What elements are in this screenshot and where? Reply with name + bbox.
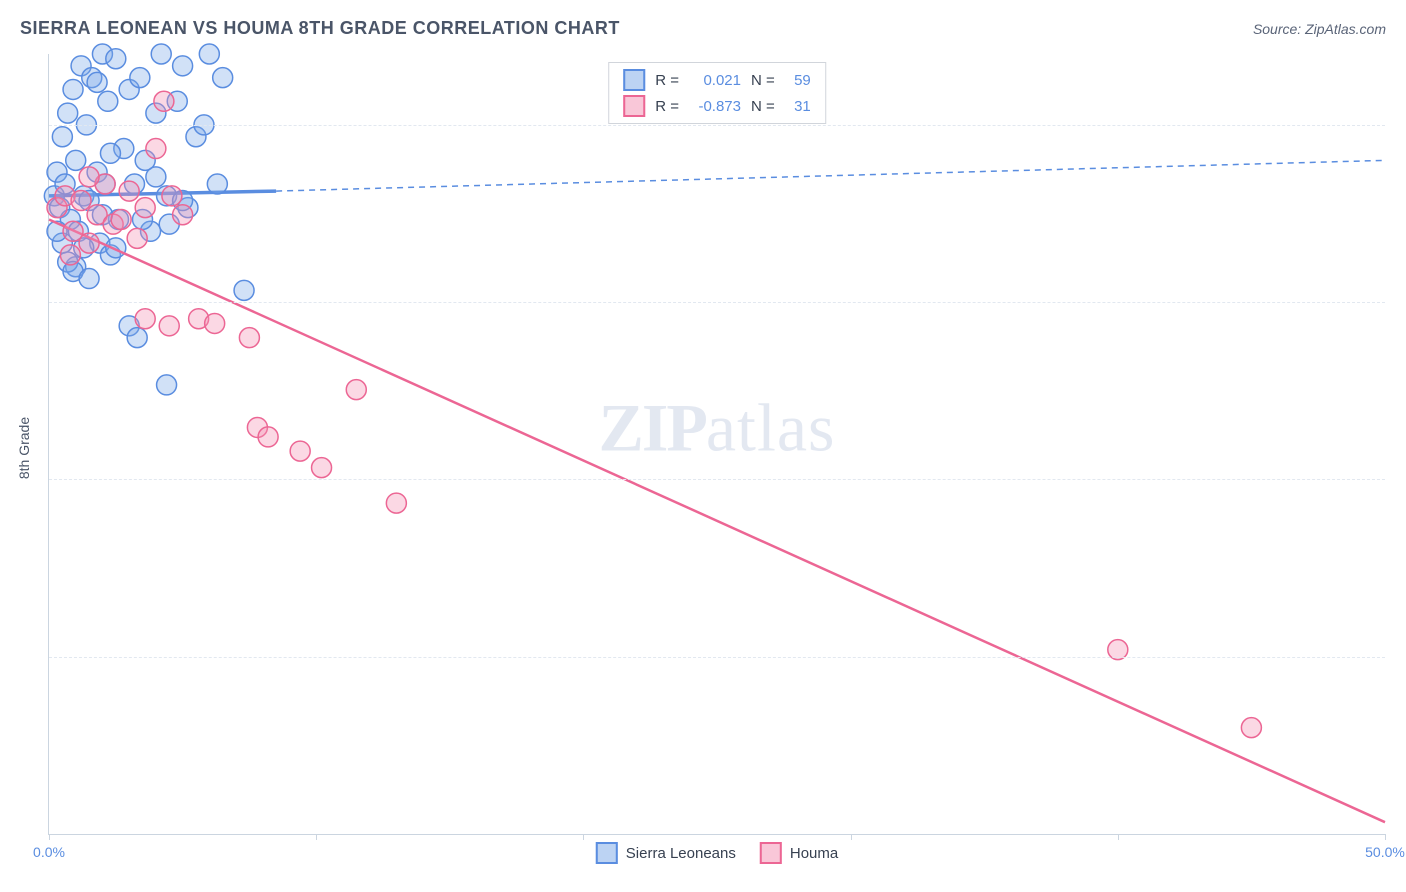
data-point xyxy=(162,186,182,206)
x-tick-label: 0.0% xyxy=(33,844,65,860)
chart-header: SIERRA LEONEAN VS HOUMA 8TH GRADE CORREL… xyxy=(20,18,1386,39)
data-point xyxy=(98,91,118,111)
data-point xyxy=(239,328,259,348)
data-point xyxy=(71,191,91,211)
data-point xyxy=(146,139,166,159)
data-point xyxy=(63,79,83,99)
y-gridline xyxy=(49,125,1385,126)
data-point xyxy=(173,56,193,76)
y-gridline xyxy=(49,479,1385,480)
data-point xyxy=(290,441,310,461)
x-tick xyxy=(49,834,50,840)
data-point xyxy=(386,493,406,513)
chart-title: SIERRA LEONEAN VS HOUMA 8TH GRADE CORREL… xyxy=(20,18,620,39)
trend-line-dashed xyxy=(276,160,1385,191)
data-point xyxy=(205,313,225,333)
data-point xyxy=(154,91,174,111)
data-point xyxy=(79,269,99,289)
data-point xyxy=(127,228,147,248)
data-point xyxy=(135,198,155,218)
data-point xyxy=(66,150,86,170)
x-tick xyxy=(851,834,852,840)
data-point xyxy=(146,167,166,187)
data-point xyxy=(130,68,150,88)
data-point xyxy=(159,316,179,336)
x-tick xyxy=(1118,834,1119,840)
data-point xyxy=(52,127,72,147)
legend-row-series-1: R = 0.021 N = 59 xyxy=(623,69,811,91)
legend-swatch-pink xyxy=(760,842,782,864)
legend-swatch-blue xyxy=(623,69,645,91)
x-tick-label: 50.0% xyxy=(1365,844,1405,860)
y-tick-label: 85.0% xyxy=(1395,471,1406,487)
data-point xyxy=(151,44,171,64)
data-point xyxy=(135,309,155,329)
data-point xyxy=(213,68,233,88)
data-point xyxy=(157,375,177,395)
data-point xyxy=(258,427,278,447)
data-point xyxy=(199,44,219,64)
data-point xyxy=(173,205,193,225)
source-label: Source: ZipAtlas.com xyxy=(1253,21,1386,37)
data-point xyxy=(312,458,332,478)
y-gridline xyxy=(49,657,1385,658)
x-tick xyxy=(1385,834,1386,840)
data-point xyxy=(58,103,78,123)
trend-line xyxy=(49,219,1385,822)
data-point xyxy=(100,143,120,163)
data-point xyxy=(207,174,227,194)
legend-item-houma: Houma xyxy=(760,842,838,864)
scatter-plot-svg xyxy=(49,54,1385,834)
legend-swatch-pink xyxy=(623,95,645,117)
data-point xyxy=(346,380,366,400)
x-tick xyxy=(316,834,317,840)
legend-correlation: R = 0.021 N = 59 R = -0.873 N = 31 xyxy=(608,62,826,124)
data-point xyxy=(1241,718,1261,738)
data-point xyxy=(234,280,254,300)
data-point xyxy=(127,328,147,348)
y-axis-label: 8th Grade xyxy=(16,417,32,479)
data-point xyxy=(60,245,80,265)
data-point xyxy=(106,49,126,69)
data-point xyxy=(119,181,139,201)
legend-item-sierra-leoneans: Sierra Leoneans xyxy=(596,842,736,864)
y-tick-label: 100.0% xyxy=(1395,117,1406,133)
data-point xyxy=(87,72,107,92)
data-point xyxy=(111,209,131,229)
data-point xyxy=(79,167,99,187)
legend-row-series-2: R = -0.873 N = 31 xyxy=(623,95,811,117)
data-point xyxy=(79,233,99,253)
legend-series: Sierra Leoneans Houma xyxy=(596,842,838,864)
legend-swatch-blue xyxy=(596,842,618,864)
y-tick-label: 92.5% xyxy=(1395,294,1406,310)
y-gridline xyxy=(49,302,1385,303)
y-tick-label: 77.5% xyxy=(1395,649,1406,665)
x-tick xyxy=(583,834,584,840)
data-point xyxy=(106,238,126,258)
chart-plot-area: ZIPatlas R = 0.021 N = 59 R = -0.873 N =… xyxy=(48,54,1385,835)
